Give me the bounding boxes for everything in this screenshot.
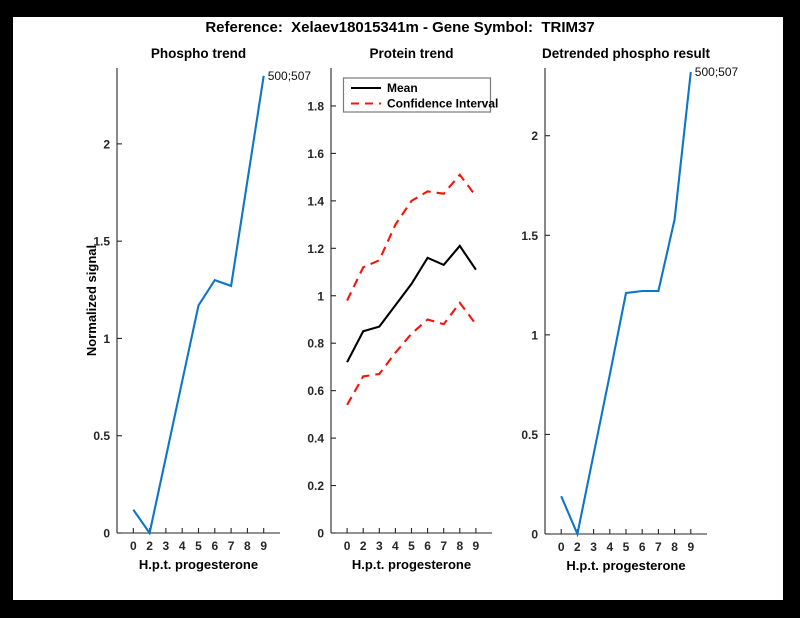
subplot-title: Protein trend [369, 46, 453, 61]
y-tick-label: 1.4 [307, 194, 324, 208]
x-tick-label: 9 [473, 539, 480, 553]
y-tick-label: 0.6 [307, 384, 324, 398]
endpoint-annotation: 500;507 [695, 65, 739, 79]
x-tick-label: 6 [424, 539, 431, 553]
x-tick-label: 2 [360, 539, 367, 553]
y-tick-label: 1.5 [93, 235, 110, 249]
x-tick-label: 7 [440, 539, 447, 553]
confidence-upper-line [346, 173, 477, 301]
x-tick-label: 8 [671, 540, 678, 554]
x-tick-label: 4 [392, 539, 399, 553]
subplot-title: Phospho trend [151, 46, 246, 61]
legend-entry-label: Confidence Interval [387, 97, 498, 111]
y-tick-label: 2 [531, 129, 538, 143]
y-tick-label: 0 [317, 527, 324, 541]
y-tick-label: 0.2 [307, 479, 324, 493]
y-tick-label: 0.4 [307, 432, 324, 446]
y-tick-label: 0.5 [93, 429, 110, 443]
y-axis-label: Normalized signal [84, 245, 99, 356]
x-tick-label: 9 [687, 540, 694, 554]
y-tick-label: 0.5 [521, 428, 538, 442]
x-tick-label: 0 [344, 539, 351, 553]
x-tick-label: 2 [574, 540, 581, 554]
phospho-signal-line [132, 75, 265, 536]
x-tick-label: 7 [228, 539, 235, 553]
x-tick-label: 4 [179, 539, 186, 553]
x-axis-label: H.p.t. progesterone [352, 557, 471, 572]
y-tick-label: 1 [317, 289, 324, 303]
x-tick-label: 5 [195, 539, 202, 553]
x-tick-label: 8 [456, 539, 463, 553]
y-tick-label: 1.8 [307, 99, 324, 113]
x-axis-label: H.p.t. progesterone [139, 557, 258, 572]
legend-entry-label: Mean [387, 81, 418, 95]
detrended-phospho-signal-line [560, 71, 692, 538]
y-tick-label: 1.6 [307, 147, 324, 161]
legend-box [342, 77, 492, 113]
y-tick-label: 2 [103, 137, 110, 151]
endpoint-annotation: 500;507 [268, 69, 312, 83]
x-tick-label: 3 [590, 540, 597, 554]
y-tick-label: 0 [531, 528, 538, 542]
subplot-title: Detrended phospho result [542, 46, 711, 61]
x-tick-label: 6 [211, 539, 218, 553]
x-tick-label: 4 [606, 540, 613, 554]
y-tick-label: 0 [103, 527, 110, 541]
x-tick-label: 5 [408, 539, 415, 553]
y-tick-label: 1.5 [521, 229, 538, 243]
y-tick-label: 1 [103, 332, 110, 346]
mean-line [346, 244, 477, 363]
x-tick-label: 2 [146, 539, 153, 553]
figure-title: Reference: Xelaev18015341m - Gene Symbol… [205, 19, 595, 36]
figure-canvas [13, 17, 783, 600]
x-tick-label: 3 [163, 539, 170, 553]
x-axis-label: H.p.t. progesterone [566, 558, 685, 573]
y-tick-label: 1 [531, 328, 538, 342]
y-tick-label: 0.8 [307, 337, 324, 351]
x-tick-label: 0 [558, 540, 565, 554]
x-tick-label: 7 [655, 540, 662, 554]
x-tick-label: 5 [623, 540, 630, 554]
y-tick-label: 1.2 [307, 242, 324, 256]
x-tick-label: 9 [260, 539, 267, 553]
confidence-lower-line [346, 301, 477, 406]
x-tick-label: 0 [130, 539, 137, 553]
x-tick-label: 3 [376, 539, 383, 553]
x-tick-label: 8 [244, 539, 251, 553]
x-tick-label: 6 [639, 540, 646, 554]
